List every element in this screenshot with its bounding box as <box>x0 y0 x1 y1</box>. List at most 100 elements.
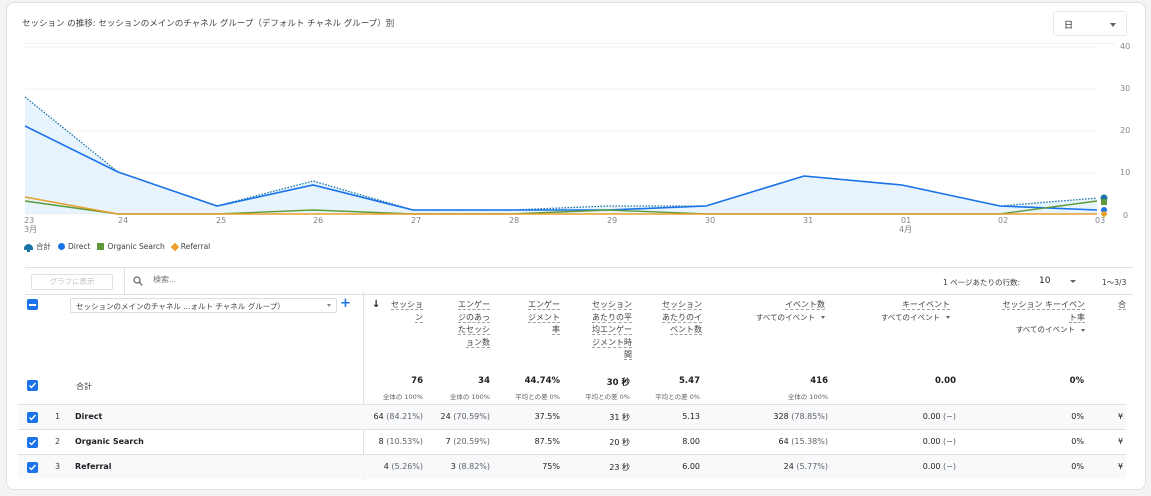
column-header-engagement-rate[interactable]: エンゲー ジメント 率 <box>528 300 560 335</box>
total-key-events: 0.00 <box>935 376 956 386</box>
table-row[interactable]: 2 Organic Search 8 (10.53%) 7 (20.59%) 8… <box>18 429 1126 454</box>
row-engaged-sessions: 7 (20.59%) <box>445 437 490 446</box>
event-filter-select[interactable]: すべてのイベント <box>715 312 825 325</box>
column-header-key-events[interactable]: キーイベント すべてのイベント <box>840 299 950 324</box>
total-engaged-sessions: 34 <box>478 376 490 386</box>
row-channel-name: Direct <box>75 412 103 421</box>
divider <box>124 268 125 294</box>
dimension-select[interactable]: セッションのメインのチャネル ...ォルト チャネル グループ） <box>70 298 337 313</box>
x-tick: 25 <box>216 216 227 225</box>
x-tick: 30 <box>705 216 716 225</box>
search-icon <box>133 276 143 286</box>
legend-item-referral[interactable]: Referral <box>170 242 210 251</box>
column-header-sessions[interactable]: セッショ ン <box>391 300 423 323</box>
row-engagement-rate: 37.5% <box>534 412 560 421</box>
chevron-down-icon <box>946 316 950 319</box>
total-events-per-session-sub: 平均との差 0% <box>655 393 700 401</box>
total-area <box>25 97 1097 214</box>
row-events-per-session: 6.00 <box>682 462 700 471</box>
circle-icon <box>58 243 65 250</box>
row-checkbox[interactable] <box>27 462 38 473</box>
column-header-session-key-event-rate[interactable]: セッション キーイベン ト率 すべてのイベント <box>975 299 1085 337</box>
chart-legend: 合計 Direct Organic Search Referral <box>24 241 210 252</box>
row-event-count: 24 (5.77%) <box>783 462 828 471</box>
total-sessions: 76 <box>411 376 423 386</box>
plot-rows-button[interactable]: グラフに表示 <box>31 274 113 290</box>
event-filter-select[interactable]: すべてのイベント <box>840 312 950 325</box>
event-filter-select[interactable]: すべてのイベント <box>975 324 1085 337</box>
column-header-avg-engagement-time[interactable]: セッション あたりの平 均エンゲー ジメント時 間 <box>592 300 632 360</box>
rows-per-page-select[interactable]: 10 <box>1039 276 1051 286</box>
row-sessions: 64 (84.21%) <box>373 412 423 421</box>
search-input[interactable] <box>153 275 353 284</box>
total-avg-engagement-time-sub: 平均との差 0% <box>585 393 630 401</box>
sort-descending-icon[interactable]: ↓ <box>372 299 381 310</box>
row-events-per-session: 8.00 <box>682 437 700 446</box>
row-avg-engagement-time: 23 秒 <box>609 463 630 472</box>
total-avg-engagement-time: 30 秒 <box>606 378 630 388</box>
granularity-value: 日 <box>1064 21 1074 31</box>
column-header-event-count[interactable]: イベント数 すべてのイベント <box>715 299 825 324</box>
total-key-event-rate: 0% <box>1069 376 1084 386</box>
chevron-down-icon[interactable] <box>1070 280 1076 283</box>
referral-line <box>24 196 1097 215</box>
x-tick: 03 <box>1095 216 1106 225</box>
chevron-down-icon <box>327 304 331 307</box>
row-checkbox[interactable] <box>27 412 38 423</box>
row-event-count: 328 (78.85%) <box>773 412 828 421</box>
y-tick: 30 <box>1120 84 1131 93</box>
table-row[interactable]: 1 Direct 64 (84.21%) 24 (70.59%) 37.5% 3… <box>18 404 1126 429</box>
x-tick: 26 <box>313 216 324 225</box>
add-dimension-button[interactable]: + <box>340 296 351 311</box>
row-key-event-rate: 0% <box>1071 412 1084 421</box>
select-all-checkbox[interactable] <box>27 299 38 310</box>
direct-line <box>24 125 1098 211</box>
column-header-revenue[interactable]: 合 <box>1118 300 1126 310</box>
row-sessions: 8 (10.53%) <box>378 437 423 446</box>
row-revenue: ¥ <box>1118 437 1124 446</box>
row-avg-engagement-time: 31 秒 <box>609 413 630 422</box>
row-event-count: 64 (15.38%) <box>778 437 828 446</box>
row-engagement-rate: 87.5% <box>534 437 560 446</box>
row-engagement-rate: 75% <box>542 462 560 471</box>
total-event-count-sub: 全体の 100% <box>787 393 828 401</box>
x-tick: 02 <box>998 216 1009 225</box>
chart-title: セッション の推移: セッションのメインのチャネル グループ（デフォルト チャネ… <box>22 19 395 29</box>
organic-endpoint-marker <box>1101 199 1107 205</box>
total-sessions-sub: 全体の 100% <box>382 393 423 401</box>
divider <box>25 43 1115 44</box>
total-engagement-rate-sub: 平均との差 0% <box>515 393 560 401</box>
x-tick: 31 <box>803 216 814 225</box>
row-key-events: 0.00 (−) <box>922 412 956 421</box>
column-header-engaged-sessions[interactable]: エンゲー ジのあっ たセッシ ョン数 <box>458 300 490 348</box>
total-engaged-sessions-sub: 全体の 100% <box>449 393 490 401</box>
legend-item-direct[interactable]: Direct <box>58 242 90 251</box>
gridlines <box>25 46 1097 215</box>
divider <box>25 267 1133 268</box>
line-chart <box>24 46 1108 218</box>
row-avg-engagement-time: 20 秒 <box>609 438 630 447</box>
y-tick: 20 <box>1120 126 1131 135</box>
granularity-select[interactable]: 日 <box>1053 11 1127 36</box>
row-checkbox[interactable] <box>27 437 38 448</box>
total-line <box>24 96 1098 211</box>
chevron-down-icon <box>1081 328 1085 332</box>
legend-item-total[interactable]: 合計 <box>24 241 51 252</box>
total-events-per-session: 5.47 <box>679 376 700 386</box>
totals-checkbox[interactable] <box>27 380 38 391</box>
x-tick: 27 <box>411 216 422 225</box>
row-key-event-rate: 0% <box>1071 437 1084 446</box>
row-events-per-session: 5.13 <box>682 412 700 421</box>
x-tick: 01 <box>901 216 912 225</box>
row-key-event-rate: 0% <box>1071 462 1084 471</box>
row-rank: 1 <box>55 412 61 421</box>
column-header-events-per-session[interactable]: セッション あたりのイ ベント数 <box>662 300 702 335</box>
table-row[interactable]: 3 Referral 4 (5.26%) 3 (8.82%) 75% 23 秒 … <box>18 454 1126 479</box>
column-divider <box>363 292 364 480</box>
pagination-info: 1〜3/3 <box>1102 278 1127 287</box>
x-month-label: 4月 <box>899 225 913 234</box>
row-revenue: ¥ <box>1118 412 1124 421</box>
x-tick: 28 <box>509 216 520 225</box>
row-rank: 3 <box>55 462 61 471</box>
legend-item-organic-search[interactable]: Organic Search <box>97 242 165 251</box>
